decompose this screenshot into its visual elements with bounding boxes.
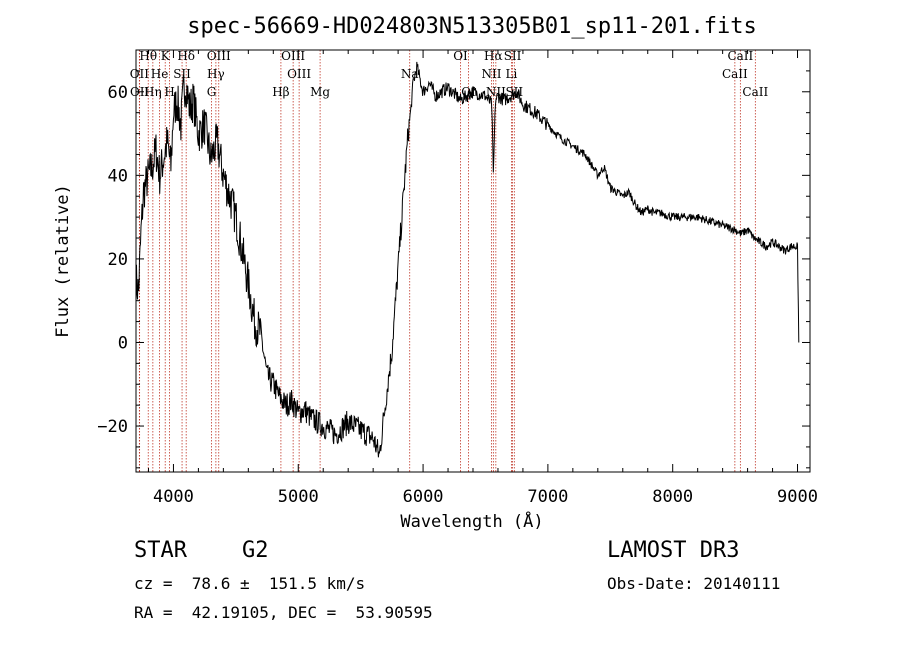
x-tick-label: 7000 [527,487,568,507]
line-id-label: Li [506,67,518,81]
line-id-label: CaII [727,49,753,63]
x-tick-label: 8000 [652,487,693,507]
redshift-readout: cz = 78.6 ± 151.5 km/s [134,574,366,593]
line-id-label: CaII [742,85,768,99]
y-tick-label: 60 [108,83,128,103]
line-id-label: Mg [310,85,330,99]
x-axis-label: Wavelength (Å) [400,510,543,532]
line-id-label: OI [453,49,468,63]
y-axis-label: Flux (relative) [53,184,73,338]
x-tick-label: 5000 [278,487,319,507]
x-tick-label: 4000 [153,487,194,507]
line-id-markers [138,50,756,472]
y-tick-label: −20 [97,417,128,437]
object-class: STAR [134,538,187,563]
x-tick-label: 9000 [777,487,818,507]
line-id-label: CaII [722,67,748,81]
line-id-label: OIII [207,49,231,63]
line-id-label: Hθ [139,49,157,63]
line-id-label: Hγ [207,67,225,81]
flux-series-line [135,61,800,458]
chart-title: spec-56669-HD024803N513305B01_sp11-201.f… [187,14,757,39]
x-tick-label: 6000 [403,487,444,507]
obs-date: Obs-Date: 20140111 [607,574,781,593]
line-id-label: Hβ [272,85,289,99]
line-id-label: SII [173,67,191,81]
survey-name: LAMOST DR3 [607,538,740,563]
line-id-label: OIII [287,67,311,81]
line-id-label: H [164,85,174,99]
line-id-label: OII [130,67,150,81]
line-id-label: G [207,85,217,99]
x-axis-ticks: 4000 5000 6000 7000 8000 9000 [147,50,818,507]
line-id-label: OIII [281,49,305,63]
line-id-label: He [151,67,169,81]
plot-frame [135,49,811,473]
object-subclass: G2 [242,538,269,563]
y-tick-label: 40 [108,166,128,186]
line-id-label: Hα [484,49,503,63]
y-axis-ticks: −20 0 20 40 60 [97,49,810,469]
line-id-label: Hδ [177,49,195,63]
line-id-label: Hη [144,85,162,99]
line-id-label: K [161,49,171,63]
line-id-label: NII [481,67,501,81]
line-id-label: SII [504,49,522,63]
y-tick-label: 20 [108,250,128,270]
coordinates-readout: RA = 42.19105, DEC = 53.90595 [134,603,433,622]
y-tick-label: 0 [118,333,128,353]
